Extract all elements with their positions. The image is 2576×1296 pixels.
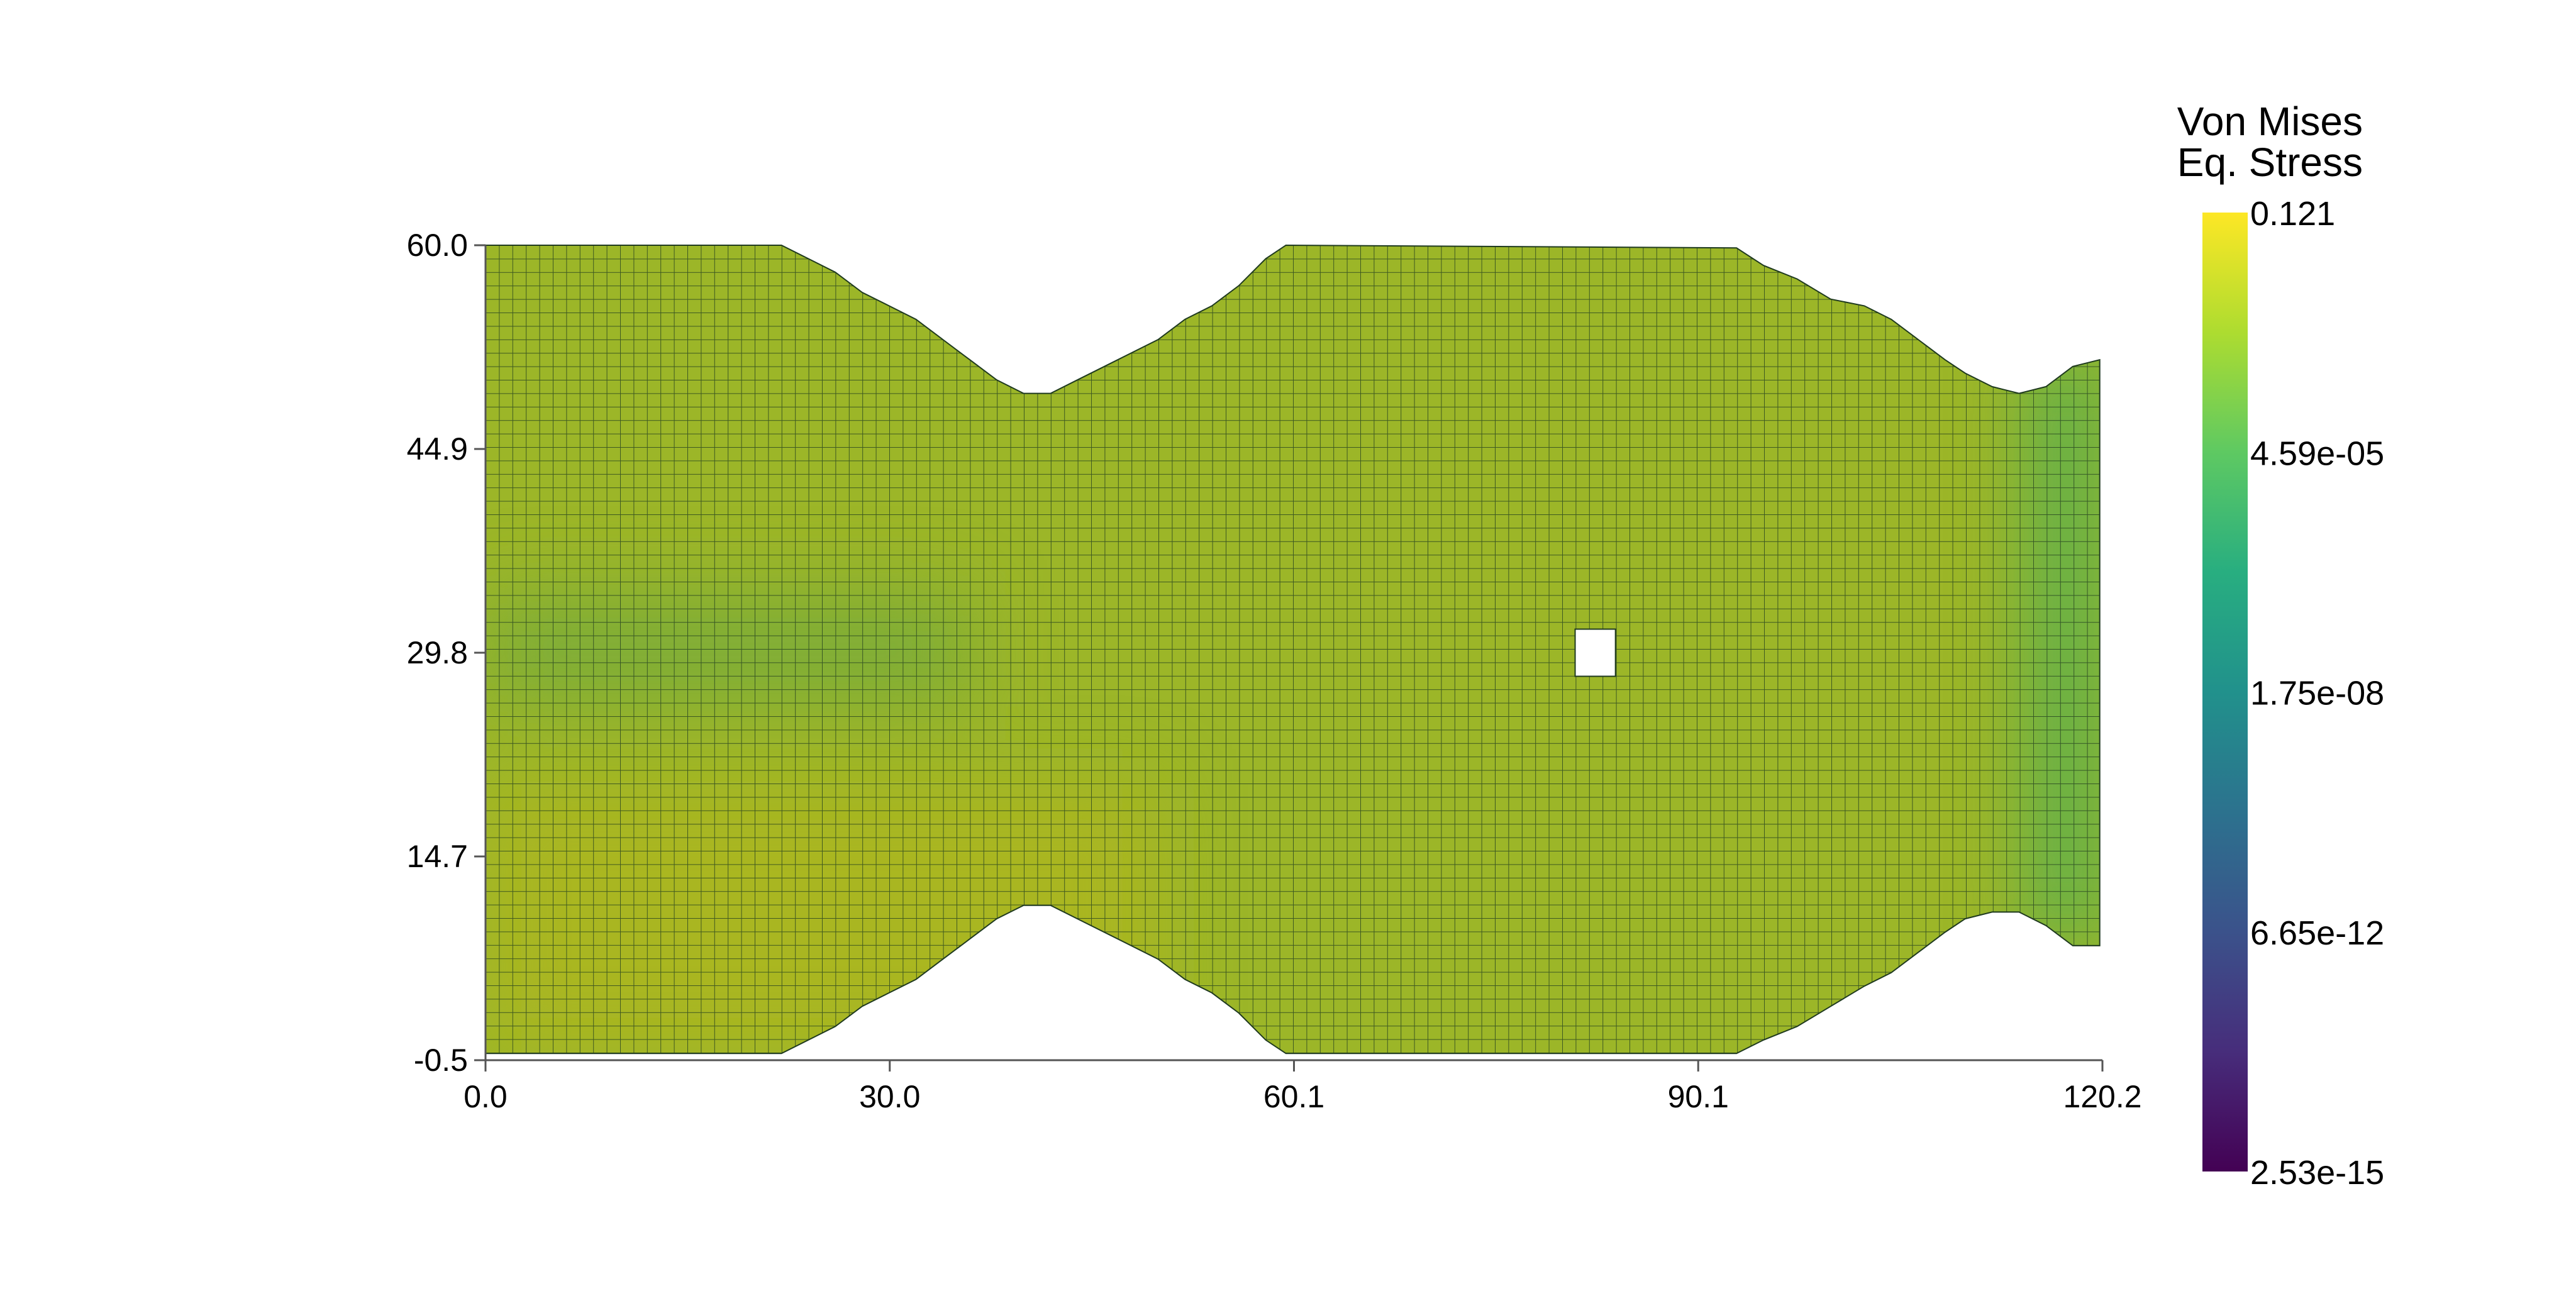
x-tick-label: 0.0 <box>464 1079 508 1114</box>
x-tick-label: 60.1 <box>1263 1079 1324 1114</box>
colorbar-label: 6.65e-12 <box>2250 914 2384 952</box>
colorbar-title-line1: Von Mises <box>2177 99 2363 144</box>
mesh-grid <box>486 245 2100 1054</box>
y-tick-label: 14.7 <box>407 839 468 874</box>
y-ticks: 60.0 44.9 29.8 14.7 -0.5 <box>407 228 486 1078</box>
colorbar-label: 0.121 <box>2250 195 2335 233</box>
body-outline <box>485 244 2101 1055</box>
x-tick-label: 90.1 <box>1668 1079 1729 1114</box>
colorbar-bar <box>2202 213 2248 1171</box>
y-tick-label: 44.9 <box>407 431 468 467</box>
colorbar-labels: 0.121 4.59e-05 1.75e-08 6.65e-12 2.53e-15 <box>2250 195 2384 1192</box>
x-tick-label: 120.2 <box>2063 1079 2141 1114</box>
y-tick-label: 29.8 <box>407 635 468 670</box>
colorbar-label: 2.53e-15 <box>2250 1154 2384 1192</box>
stress-field <box>485 244 2101 1055</box>
colorbar-label: 1.75e-08 <box>2250 675 2384 712</box>
colorbar-label: 4.59e-05 <box>2250 435 2384 472</box>
y-tick-label: 60.0 <box>407 228 468 263</box>
x-ticks: 0.0 30.0 60.1 90.1 120.2 <box>464 1060 2142 1114</box>
y-tick-label: -0.5 <box>414 1043 468 1078</box>
colorbar-title-line2: Eq. Stress <box>2177 140 2363 185</box>
y-axis: 60.0 44.9 29.8 14.7 -0.5 <box>407 228 487 1078</box>
colorbar: Von Mises Eq. Stress 0.121 4.59e-05 1.75e-… <box>2177 99 2384 1192</box>
x-tick-label: 30.0 <box>859 1079 920 1114</box>
x-axis: 0.0 30.0 60.1 90.1 120.2 <box>464 1059 2142 1114</box>
